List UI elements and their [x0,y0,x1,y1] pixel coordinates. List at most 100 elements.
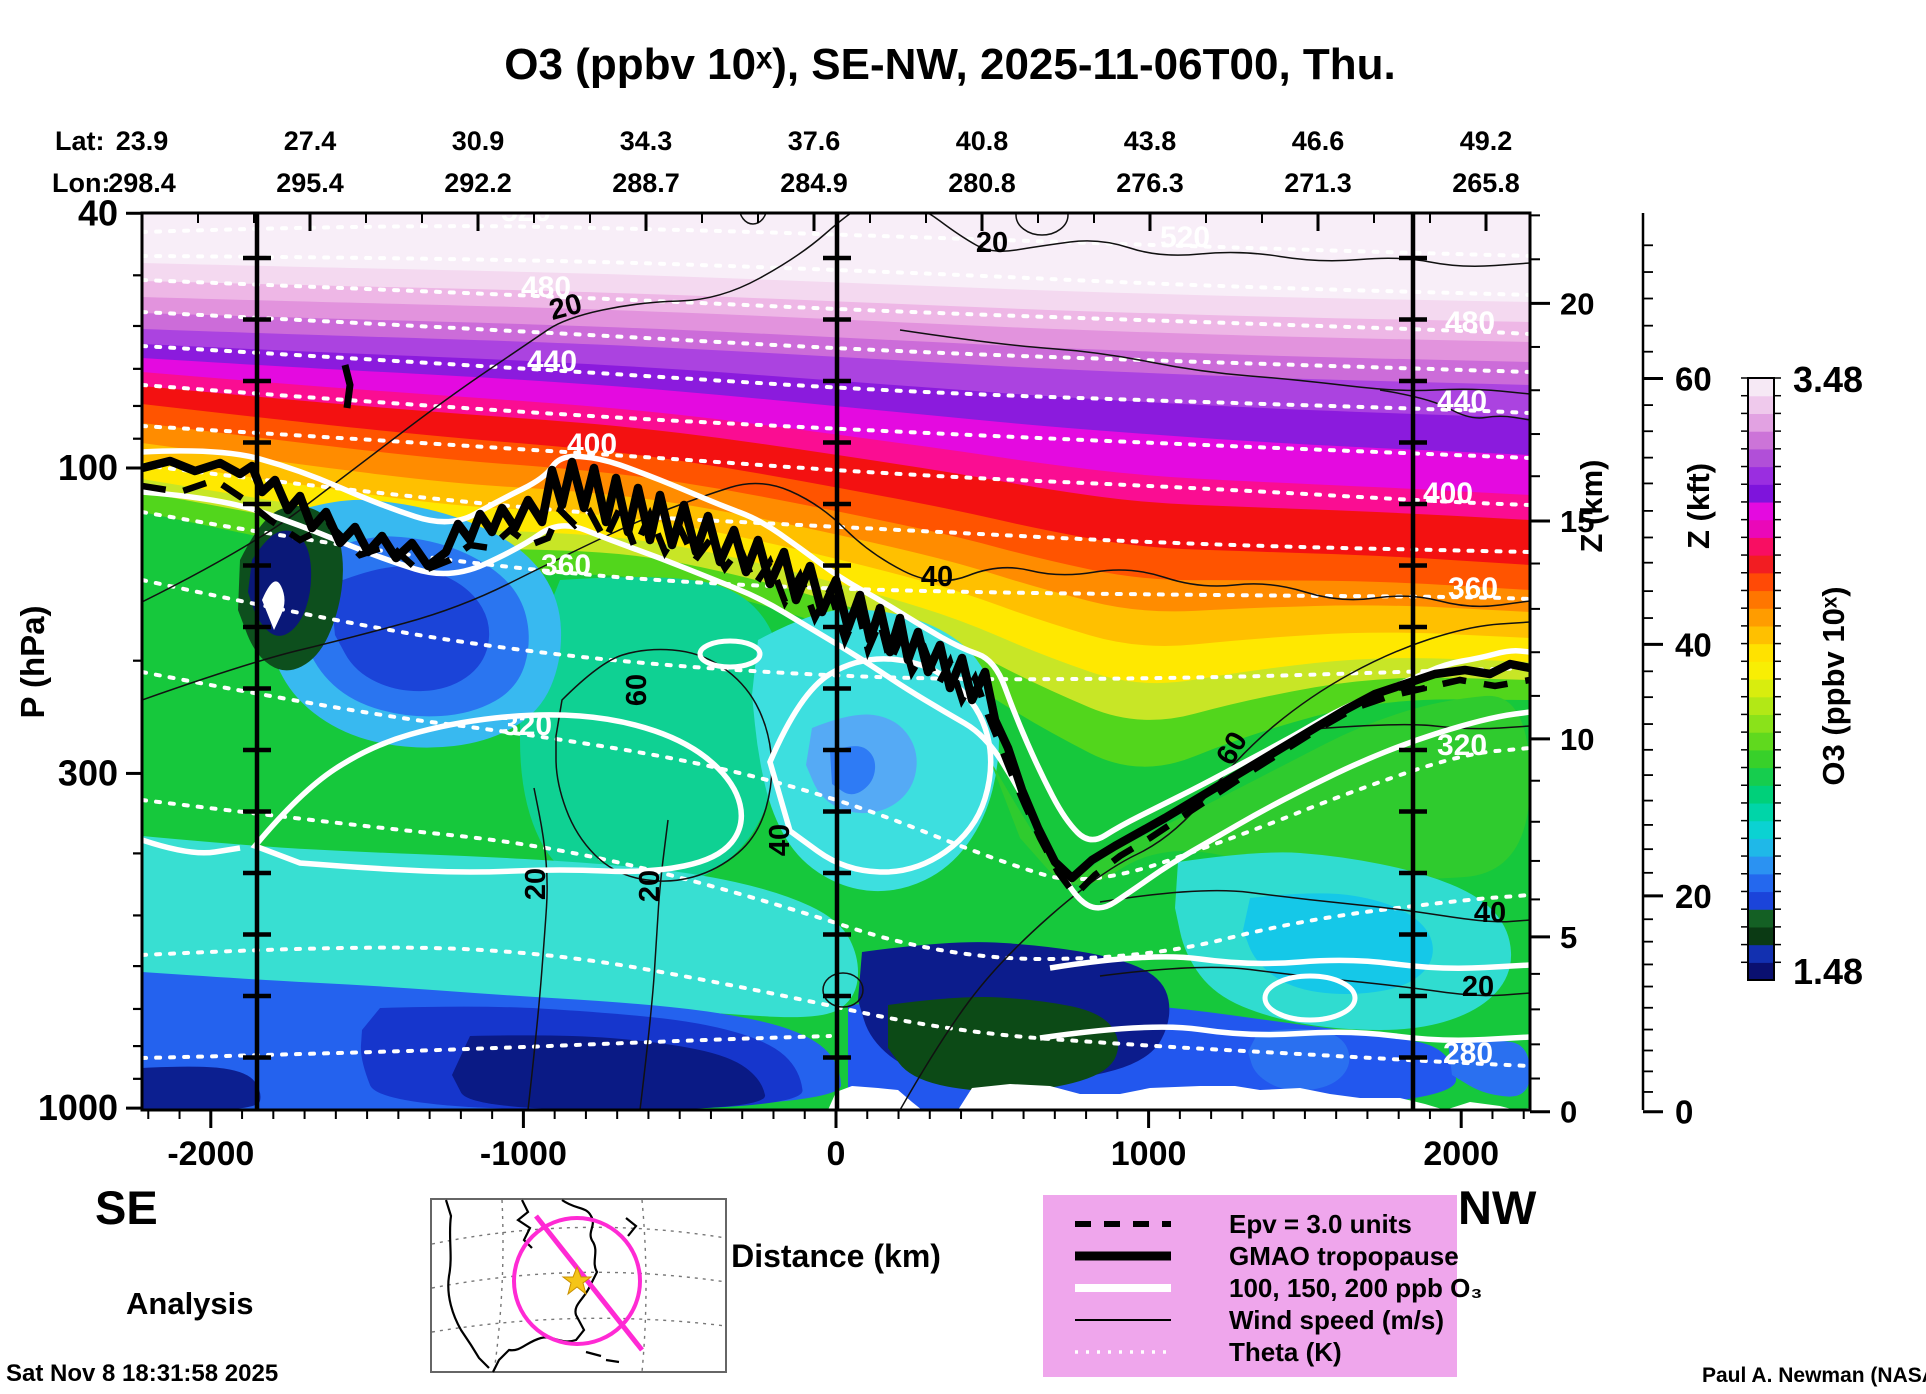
lat-header-row: Lat: 23.9 27.4 30.9 34.3 37.6 40.8 43.8 46.6 49.… [0,126,1926,156]
p-tick-label: 40 [78,192,118,233]
colorbar-segment [1748,466,1774,485]
kft-tick-label: 0 [1675,1094,1693,1131]
theta-label: 440 [1437,385,1487,418]
colorbar-min: 1.48 [1793,951,1863,992]
colorbar-segment [1748,395,1774,415]
o3-line-sample [1075,1284,1171,1292]
colorbar-segment [1748,484,1774,503]
map-range-circle [512,1216,642,1346]
lon-value-5: 280.8 [948,168,1016,198]
field-blob-21 [1248,1029,1350,1091]
field-blob-3 [330,566,490,692]
legend-row-epv: Epv = 3.0 units [1043,1209,1457,1239]
theta-line-8 [142,510,1530,601]
colorbar-segment [1748,413,1774,432]
legend-box: Epv = 3.0 units GMAO tropopause 100, 150… [1043,1195,1482,1377]
legend-label: Wind speed (m/s) [1229,1305,1445,1335]
colorbar-segment [1748,519,1774,538]
wind-line-0 [142,213,1530,603]
colorbar-segment [1748,608,1774,627]
x-axis-title: Distance (km) [731,1238,941,1274]
x-tick-label: 2000 [1423,1135,1499,1173]
colorbar-segment [1748,555,1774,574]
map-inset [430,1198,727,1373]
theta-line-2 [142,278,1530,336]
wind-line-9 [1299,723,1530,731]
km-tick-label: 0 [1560,1095,1577,1130]
tropopause-line-sample [1075,1251,1171,1261]
colorbar-segment [1748,785,1774,804]
colorbar-segment [1748,537,1774,556]
wind-label: 20 [976,227,1008,259]
km-tick-label: 5 [1560,920,1577,955]
lon-value-3: 288.7 [612,168,680,198]
lat-value-3: 34.3 [619,126,673,156]
colorbar-segment [1748,944,1774,963]
colorbar-segment [1748,714,1774,733]
colorbar-segment [1748,767,1774,786]
epv-line-sample [1075,1221,1171,1227]
colorbar-segment [1748,749,1774,769]
km-tick-label: 10 [1560,722,1594,757]
colorbar-segment [1748,661,1774,680]
theta-label: 480 [1445,306,1495,339]
colorbar-segment [1748,838,1774,857]
o3-contour-1 [142,489,1530,911]
colorbar-segment [1748,501,1774,521]
colorbar-segment [1748,643,1774,662]
colorbar-segment [1748,732,1774,751]
lon-value-7: 271.3 [1284,168,1352,198]
o3-contour-3 [1039,1024,1530,1043]
o3-loop-left [250,712,745,875]
field-blob-20 [1243,893,1433,994]
wind-loop-b [739,213,767,225]
credit: Paul A. Newman (NASA [1702,1364,1926,1387]
field-blob-18 [888,997,1119,1092]
lon-value-0: 298.4 [108,168,176,198]
map-cross-section-line [534,1214,644,1352]
wind-label: 20 [520,868,552,900]
field-blob-22 [1448,1040,1530,1097]
lat-value-2: 30.9 [451,126,505,156]
wind-loop-60 [555,648,773,882]
theta-label: 480 [521,271,571,304]
lat-value-1: 27.4 [283,126,337,156]
wind-line-7 [899,329,1530,395]
theta-line-12 [142,945,1530,1068]
colorbar-segment [1748,926,1774,946]
lat-value-8: 49.2 [1459,126,1513,156]
map-star-icon [561,1265,593,1296]
km-tick-label: 20 [1560,286,1594,321]
lat-value-7: 46.6 [1291,126,1345,156]
theta-line-7 [142,463,1530,554]
page-title: O3 (ppbv 10ˣ), SE-NW, 2025-11-06T00, Thu… [504,40,1396,89]
p-tick-label: 100 [58,447,118,488]
p-tick-label: 300 [58,752,118,793]
x-tick-label: -1000 [480,1135,567,1173]
theta-line-3 [142,310,1530,374]
colorbar-segment [1748,891,1774,910]
colorbar-segment [1748,856,1774,875]
corner-label-nw: NW [1458,1181,1537,1234]
wind-line-sample [1075,1319,1171,1321]
colorbar-max: 3.48 [1793,359,1863,400]
wind-line-3 [1099,889,1530,923]
kft-tick-label: 20 [1675,878,1712,915]
colorbar-segment [1748,820,1774,839]
p-axis-title: P (hPa) [14,605,51,718]
lon-value-6: 276.3 [1116,168,1184,198]
lon-value-1: 295.4 [276,168,344,198]
terrain [828,1084,1530,1110]
theta-line-5 [142,383,1530,460]
epv-fragment [341,364,354,409]
colorbar-segment [1748,679,1774,698]
wind-label: 40 [764,824,796,856]
lon-prefix-label: Lon: [52,168,111,198]
lat-value-4: 37.6 [787,126,841,156]
o3-loop-small [697,638,763,670]
theta-label: 520 [1160,221,1210,254]
o3-loop-right [1262,973,1358,1023]
lat-value-6: 43.8 [1123,126,1177,156]
field-blob-15 [990,695,1530,886]
theta-line-1 [142,254,1530,297]
